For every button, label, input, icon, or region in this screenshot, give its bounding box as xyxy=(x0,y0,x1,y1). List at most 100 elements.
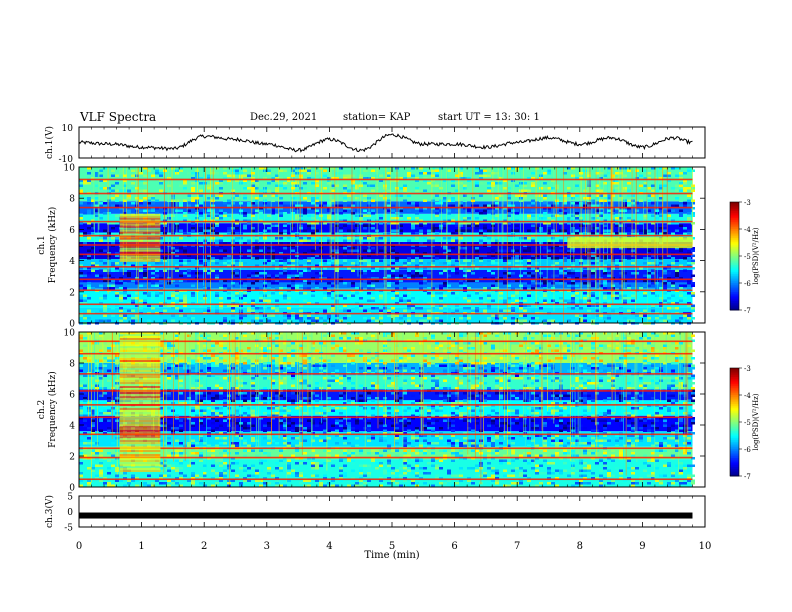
spectrogram-cell xyxy=(255,197,259,200)
spectrogram-cell xyxy=(207,227,211,230)
spectrogram-cell xyxy=(571,249,575,252)
spectrogram-cell xyxy=(283,297,287,300)
spectrogram-cell xyxy=(391,262,395,265)
spectrogram-cell xyxy=(583,292,587,295)
spectrogram-cell xyxy=(219,257,223,260)
spectrogram-cell xyxy=(571,294,575,297)
spectrogram-cell xyxy=(291,169,295,172)
spectrogram-sferic xyxy=(368,167,370,253)
spectrogram-cell xyxy=(211,349,215,352)
spectrogram-cell xyxy=(171,344,175,347)
spectrogram-cell xyxy=(263,237,267,240)
spectrogram-cell xyxy=(263,284,267,287)
spectrogram-cell xyxy=(267,214,271,217)
spectrogram-cell xyxy=(503,319,507,322)
spectrogram-cell xyxy=(419,299,423,302)
spectrogram-cell xyxy=(431,169,435,172)
spectrogram-cell xyxy=(371,277,375,280)
spectrogram-cell xyxy=(507,299,511,302)
spectrogram-cell xyxy=(91,247,95,250)
spectrogram-cell xyxy=(639,174,643,177)
spectrogram-cell xyxy=(227,174,231,177)
spectrogram-cell xyxy=(627,369,631,372)
spectrogram-cell xyxy=(371,279,375,282)
spectrogram-cell xyxy=(535,179,539,182)
spectrogram-burst xyxy=(119,223,161,226)
ch1-spectrogram-ytick: 0 xyxy=(69,320,75,330)
spectrogram-cell xyxy=(339,279,343,282)
spectrogram-cell xyxy=(671,187,675,190)
spectrogram-cell xyxy=(263,199,267,202)
spectrogram-cell xyxy=(243,354,247,357)
spectrogram-cell xyxy=(683,229,687,232)
spectrogram-cell xyxy=(519,349,523,352)
spectrogram-cell xyxy=(615,222,619,225)
spectrogram-cell xyxy=(387,369,391,372)
spectrogram-cell xyxy=(395,259,399,262)
spectrogram-cell xyxy=(115,262,119,265)
spectrogram-cell xyxy=(351,284,355,287)
spectrogram-cell xyxy=(503,267,507,270)
spectrogram-cell xyxy=(631,334,635,337)
spectrogram-cell xyxy=(91,199,95,202)
spectrogram-cell xyxy=(279,232,283,235)
spectrogram-cell xyxy=(691,294,695,297)
spectrogram-cell xyxy=(339,349,343,352)
spectrogram-cell xyxy=(683,214,687,217)
spectrogram-cell xyxy=(243,262,247,265)
spectrogram-cell xyxy=(139,209,143,212)
spectrogram-cell xyxy=(307,287,311,290)
spectrogram-cell xyxy=(603,369,607,372)
spectrogram-cell xyxy=(87,182,91,185)
spectrogram-sferic xyxy=(591,167,593,231)
spectrogram-cell xyxy=(679,294,683,297)
spectrogram-cell xyxy=(163,369,167,372)
ch1-spectrogram-colorbar-segment xyxy=(730,283,739,286)
spectrogram-cell xyxy=(467,332,471,335)
spectrogram-cell xyxy=(159,222,163,225)
spectrogram-cell xyxy=(91,179,95,182)
spectrogram-cell xyxy=(439,199,443,202)
spectrogram-cell xyxy=(243,369,247,372)
spectrogram-cell xyxy=(387,204,391,207)
spectrogram-cell xyxy=(135,204,139,207)
spectrogram-cell xyxy=(687,257,691,260)
spectrogram-cell xyxy=(203,232,207,235)
spectrogram-sferic xyxy=(662,167,664,240)
spectrogram-cell xyxy=(319,362,323,365)
spectrogram-cell xyxy=(575,269,579,272)
spectrogram-cell xyxy=(479,177,483,180)
spectrogram-cell xyxy=(215,277,219,280)
spectrogram-cell xyxy=(91,232,95,235)
spectrogram-cell xyxy=(127,272,131,275)
spectrogram-cell xyxy=(275,237,279,240)
spectrogram-sferic xyxy=(270,167,272,267)
spectrogram-cell xyxy=(243,332,247,335)
spectrogram-cell xyxy=(471,337,475,340)
spectrogram-cell xyxy=(227,229,231,232)
spectrogram-cell xyxy=(251,209,255,212)
spectrogram-cell xyxy=(327,217,331,220)
spectrogram-cell xyxy=(335,282,339,285)
spectrogram-cell xyxy=(423,354,427,357)
spectrogram-cell xyxy=(459,334,463,337)
spectrogram-cell xyxy=(311,237,315,240)
spectrogram-cell xyxy=(555,282,559,285)
spectrogram-cell xyxy=(191,272,195,275)
spectrogram-cell xyxy=(143,262,147,265)
spectrogram-cell xyxy=(99,302,103,305)
spectrogram-cell xyxy=(399,274,403,277)
spectrogram-cell xyxy=(235,354,239,357)
spectrogram-cell xyxy=(679,284,683,287)
spectrogram-cell xyxy=(647,177,651,180)
spectrogram-cell xyxy=(79,314,83,317)
spectrogram-cell xyxy=(203,239,207,242)
spectrogram-cell xyxy=(375,354,379,357)
spectrogram-cell xyxy=(627,169,631,172)
spectrogram-cell xyxy=(219,212,223,215)
spectrogram-cell xyxy=(599,359,603,362)
spectrogram-cell xyxy=(435,284,439,287)
spectrogram-cell xyxy=(451,369,455,372)
spectrogram-cell xyxy=(655,334,659,337)
spectrogram-cell xyxy=(271,259,275,262)
